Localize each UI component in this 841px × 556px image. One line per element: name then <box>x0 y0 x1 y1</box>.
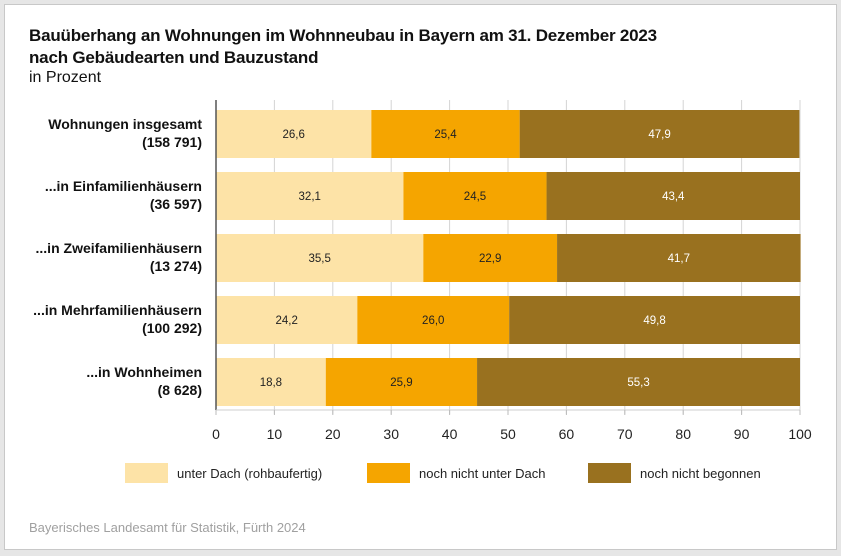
data-label: 32,1 <box>299 191 321 203</box>
bar-segment <box>403 172 547 220</box>
x-tick-label: 90 <box>734 426 750 442</box>
chart-subtitle: in Prozent <box>29 69 102 86</box>
bar-segment <box>477 358 800 406</box>
x-tick-label: 0 <box>212 426 220 442</box>
data-label: 25,9 <box>390 377 412 389</box>
bar-segment <box>557 234 801 282</box>
bar-segment <box>546 172 800 220</box>
category-count-label: (13 274) <box>150 258 202 274</box>
bar-segment <box>216 234 424 282</box>
data-label: 18,8 <box>260 377 282 389</box>
category-count-label: (8 628) <box>158 382 202 398</box>
x-tick-label: 10 <box>267 426 283 442</box>
data-label: 43,4 <box>662 191 685 203</box>
bar-segment <box>216 296 358 344</box>
legend-swatch <box>588 463 631 483</box>
legend-swatch <box>125 463 168 483</box>
bar-segment <box>216 172 404 220</box>
bar-segment <box>519 110 800 158</box>
bar-segment <box>216 358 326 406</box>
bar-segment <box>357 296 510 344</box>
bar-segment <box>371 110 520 158</box>
bar-segment <box>509 296 800 344</box>
x-tick-label: 50 <box>500 426 516 442</box>
category-count-label: (36 597) <box>150 196 202 212</box>
legend-swatch <box>367 463 410 483</box>
bar-segment <box>216 110 372 158</box>
data-label: 41,7 <box>668 253 690 265</box>
data-label: 24,5 <box>464 191 486 203</box>
category-count-label: (158 791) <box>142 134 202 150</box>
data-label: 55,3 <box>627 377 649 389</box>
category-label: ...in Wohnheimen <box>86 364 202 380</box>
chart-title-line-2: nach Gebäudearten und Bauzustand <box>29 48 319 67</box>
category-label: Wohnungen insgesamt <box>48 116 202 132</box>
bar-segment <box>423 234 558 282</box>
legend-label: noch nicht begonnen <box>640 466 761 481</box>
x-tick-label: 80 <box>675 426 691 442</box>
x-tick-label: 100 <box>788 426 812 442</box>
data-label: 25,4 <box>434 129 457 141</box>
legend-label: unter Dach (rohbaufertig) <box>177 466 322 481</box>
source-note: Bayerisches Landesamt für Statistik, Für… <box>29 520 306 535</box>
data-label: 26,0 <box>422 315 444 327</box>
category-label: ...in Einfamilienhäusern <box>45 178 202 194</box>
category-label: ...in Mehrfamilienhäusern <box>33 302 202 318</box>
data-label: 24,2 <box>275 315 297 327</box>
x-tick-label: 30 <box>383 426 399 442</box>
data-label: 22,9 <box>479 253 501 265</box>
category-label: ...in Zweifamilienhäusern <box>36 240 202 256</box>
data-label: 49,8 <box>643 315 665 327</box>
category-count-label: (100 292) <box>142 320 202 336</box>
bar-segment <box>325 358 478 406</box>
data-label: 26,6 <box>282 129 304 141</box>
data-label: 47,9 <box>648 129 670 141</box>
x-tick-label: 40 <box>442 426 458 442</box>
legend-label: noch nicht unter Dach <box>419 466 545 481</box>
x-tick-label: 70 <box>617 426 633 442</box>
chart-title: Bauüberhang an Wohnungen im Wohnneubau i… <box>29 25 657 69</box>
x-tick-label: 60 <box>559 426 575 442</box>
chart-title-line-1: Bauüberhang an Wohnungen im Wohnneubau i… <box>29 26 657 45</box>
data-label: 35,5 <box>308 253 330 265</box>
x-tick-label: 20 <box>325 426 341 442</box>
